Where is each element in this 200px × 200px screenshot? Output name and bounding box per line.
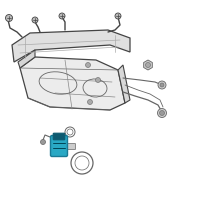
Circle shape xyxy=(40,140,46,144)
FancyBboxPatch shape xyxy=(50,136,68,156)
Circle shape xyxy=(115,13,121,19)
Circle shape xyxy=(88,99,92,104)
Circle shape xyxy=(158,81,166,89)
FancyBboxPatch shape xyxy=(68,144,76,150)
Circle shape xyxy=(6,15,12,21)
Circle shape xyxy=(96,77,101,82)
Circle shape xyxy=(59,13,65,19)
Polygon shape xyxy=(144,60,152,70)
Polygon shape xyxy=(12,30,130,62)
Circle shape xyxy=(158,108,166,117)
Circle shape xyxy=(160,110,164,116)
Circle shape xyxy=(160,83,164,87)
Circle shape xyxy=(86,62,90,68)
Polygon shape xyxy=(18,50,35,68)
Circle shape xyxy=(32,17,38,23)
FancyBboxPatch shape xyxy=(53,133,65,140)
Polygon shape xyxy=(20,57,125,110)
Circle shape xyxy=(146,62,151,68)
Polygon shape xyxy=(118,65,130,103)
